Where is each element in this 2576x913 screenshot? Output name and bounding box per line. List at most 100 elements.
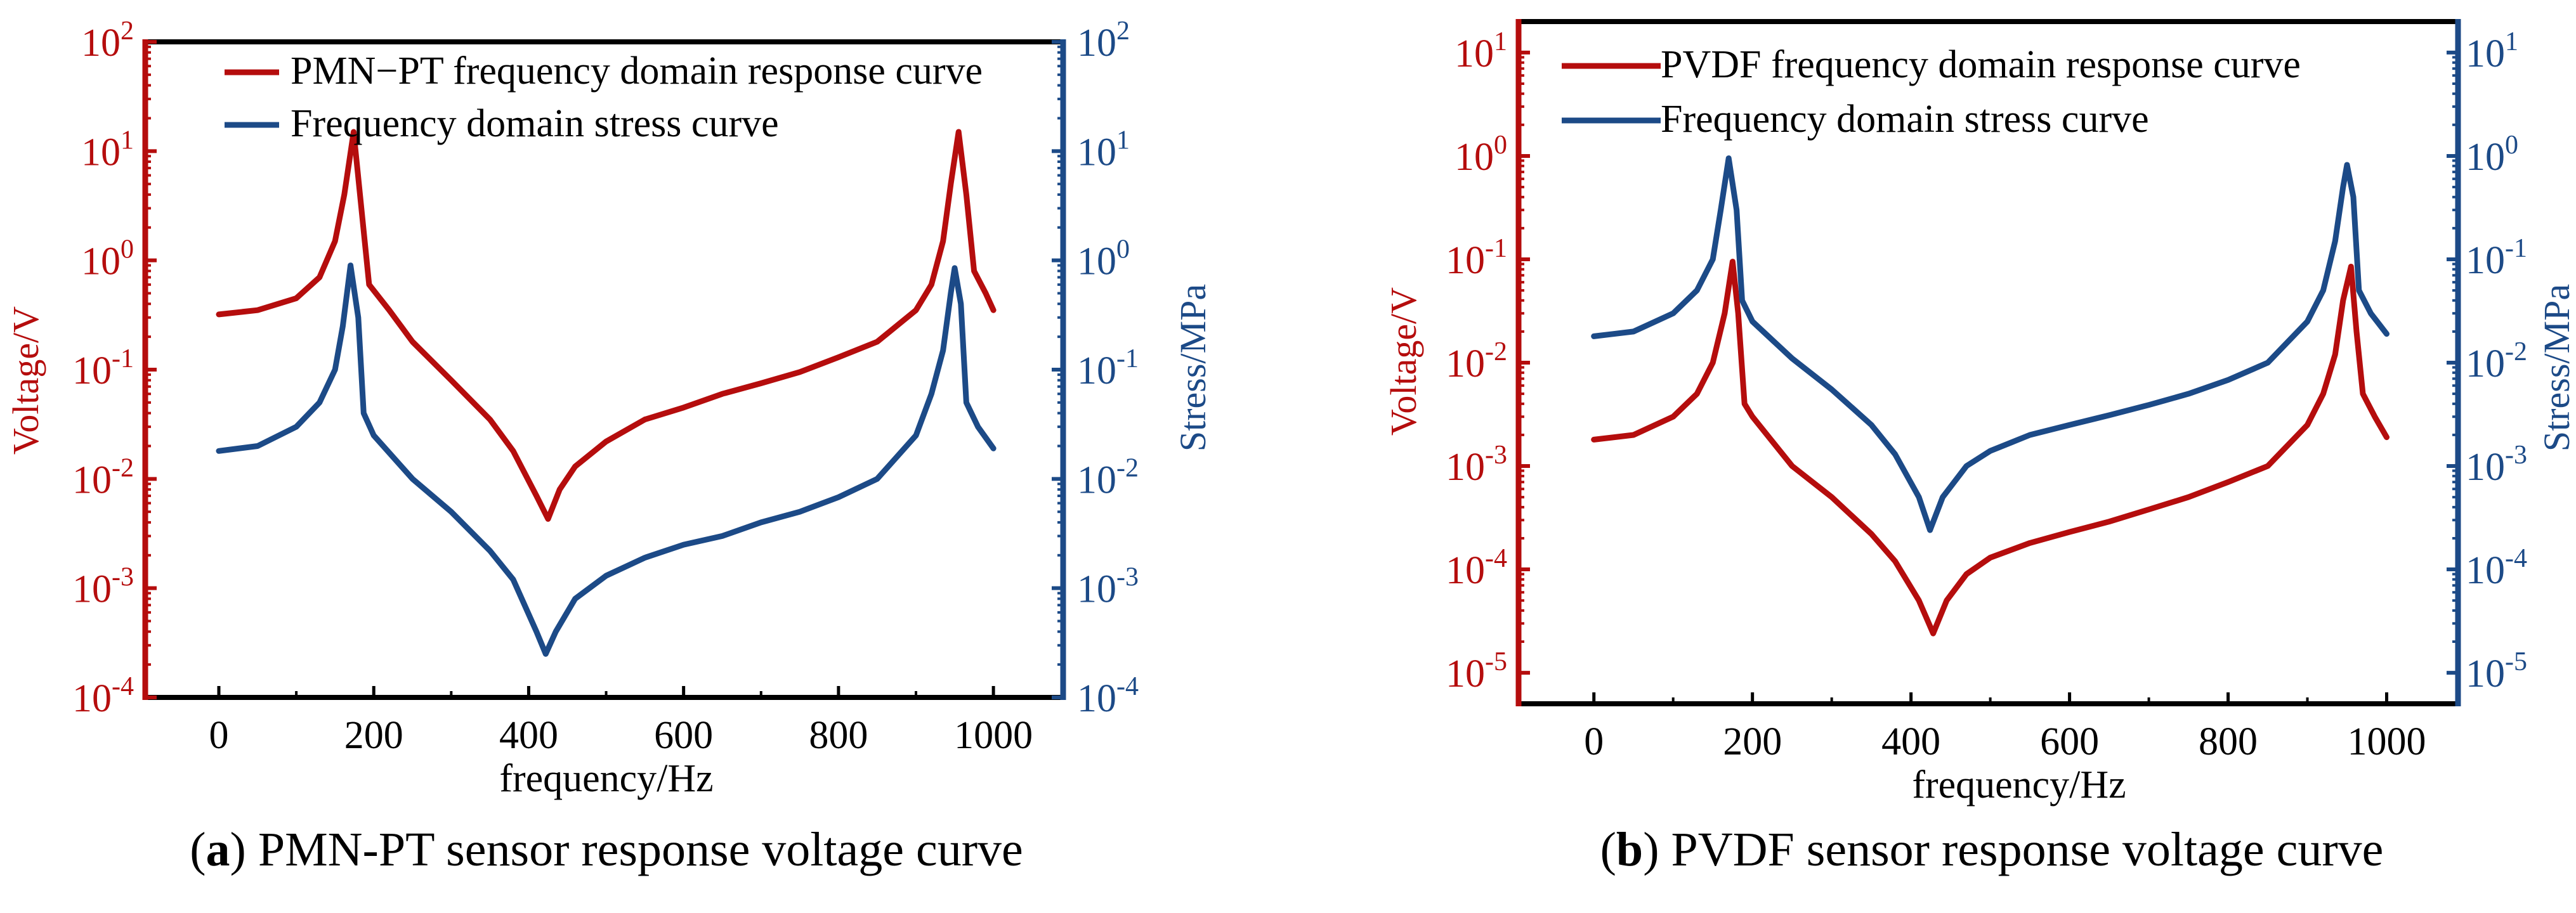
tick-exponent: 0 bbox=[1494, 131, 1507, 160]
tick-exponent: -2 bbox=[1116, 453, 1139, 482]
tick-base: 10 bbox=[72, 568, 112, 611]
x-tick-label: 800 bbox=[809, 714, 868, 757]
caption-text: ) PMN-PT sensor response voltage curve bbox=[230, 823, 1023, 876]
right-y-tick-label: 10-1 bbox=[1077, 344, 1139, 392]
tick-exponent: -5 bbox=[1485, 647, 1507, 677]
left-y-tick-label: 10-2 bbox=[1446, 337, 1507, 385]
left-y-tick-label: 100 bbox=[81, 235, 134, 283]
tick-base: 10 bbox=[1446, 652, 1485, 696]
x-tick-label: 0 bbox=[1584, 720, 1604, 763]
tick-base: 10 bbox=[1446, 342, 1485, 385]
tick-base: 10 bbox=[1077, 22, 1116, 65]
tick-base: 10 bbox=[2466, 239, 2505, 282]
tick-exponent: -4 bbox=[1485, 544, 1507, 573]
left-y-tick-label: 10-4 bbox=[72, 672, 134, 720]
tick-exponent: -1 bbox=[1116, 344, 1139, 373]
tick-exponent: 1 bbox=[1494, 27, 1507, 56]
tick-exponent: 0 bbox=[121, 235, 134, 264]
x-tick-label: 200 bbox=[1723, 720, 1782, 763]
tick-base: 10 bbox=[72, 458, 112, 502]
caption-letter: a bbox=[206, 823, 230, 876]
left-y-tick-label: 10-1 bbox=[72, 344, 134, 392]
left-y-tick-label: 101 bbox=[1455, 27, 1507, 75]
tick-exponent: 1 bbox=[121, 126, 134, 155]
left-y-tick-label: 10-5 bbox=[1446, 647, 1507, 696]
tick-base: 10 bbox=[1446, 549, 1485, 592]
tick-exponent: -1 bbox=[112, 344, 134, 373]
tick-base: 10 bbox=[2466, 446, 2505, 489]
panel-caption: (a) PMN-PT sensor response voltage curve bbox=[190, 823, 1023, 876]
tick-exponent: -3 bbox=[1485, 441, 1507, 470]
legend-label: Frequency domain stress curve bbox=[1661, 98, 2149, 141]
x-tick-label: 200 bbox=[344, 714, 403, 757]
x-axis-title: frequency/Hz bbox=[1912, 763, 2126, 806]
tick-exponent: -3 bbox=[112, 563, 134, 592]
tick-base: 10 bbox=[1455, 32, 1494, 75]
right-y-tick-label: 10-3 bbox=[2466, 441, 2527, 489]
legend-label: PMN−PT frequency domain response curve bbox=[291, 49, 983, 93]
tick-base: 10 bbox=[81, 240, 121, 283]
tick-base: 10 bbox=[1077, 677, 1116, 720]
tick-exponent: -4 bbox=[1116, 672, 1139, 701]
tick-exponent: -2 bbox=[1485, 337, 1507, 366]
caption-open: ( bbox=[1600, 823, 1616, 876]
tick-exponent: -3 bbox=[1116, 563, 1139, 592]
tick-base: 10 bbox=[81, 131, 121, 174]
tick-exponent: -2 bbox=[2505, 337, 2527, 366]
x-axis-title: frequency/Hz bbox=[499, 757, 713, 800]
tick-base: 10 bbox=[81, 22, 121, 65]
voltage-curve bbox=[216, 129, 997, 522]
left-y-tick-label: 10-1 bbox=[1446, 234, 1507, 282]
x-tick-label: 400 bbox=[1881, 720, 1940, 763]
right-y-tick-label: 10-5 bbox=[2466, 647, 2527, 696]
panel-caption: (b) PVDF sensor response voltage curve bbox=[1600, 823, 2384, 876]
caption-text: ) PVDF sensor response voltage curve bbox=[1643, 823, 2383, 876]
x-tick-label: 0 bbox=[209, 714, 229, 757]
tick-base: 10 bbox=[1455, 136, 1494, 179]
left-y-axis-title: Voltage/V bbox=[5, 306, 46, 455]
left-y-tick-label: 10-2 bbox=[72, 453, 134, 502]
left-y-tick-label: 102 bbox=[81, 16, 134, 65]
tick-base: 10 bbox=[2466, 136, 2505, 179]
voltage-curve bbox=[1591, 259, 2390, 637]
tick-base: 10 bbox=[2466, 342, 2505, 385]
tick-base: 10 bbox=[2466, 549, 2505, 592]
right-y-tick-label: 10-1 bbox=[2466, 234, 2527, 282]
tick-base: 10 bbox=[1077, 349, 1116, 392]
right-y-tick-label: 100 bbox=[2466, 131, 2518, 179]
left-y-tick-label: 100 bbox=[1455, 131, 1507, 179]
tick-base: 10 bbox=[1077, 240, 1116, 283]
right-y-axis-title: Stress/MPa bbox=[1172, 284, 1213, 451]
tick-exponent: -1 bbox=[2505, 234, 2527, 263]
tick-base: 10 bbox=[2466, 32, 2505, 75]
tick-exponent: 1 bbox=[1116, 126, 1130, 155]
tick-exponent: -1 bbox=[1485, 234, 1507, 263]
right-y-tick-label: 10-2 bbox=[2466, 337, 2527, 385]
right-y-tick-label: 10-4 bbox=[2466, 544, 2527, 592]
right-y-tick-label: 10-3 bbox=[1077, 563, 1139, 611]
stress-curve bbox=[216, 262, 997, 657]
tick-base: 10 bbox=[1077, 458, 1116, 502]
tick-base: 10 bbox=[1077, 568, 1116, 611]
tick-base: 10 bbox=[1446, 239, 1485, 282]
tick-exponent: 2 bbox=[1116, 16, 1130, 46]
tick-exponent: -4 bbox=[2505, 544, 2527, 573]
legend-label: PVDF frequency domain response curve bbox=[1661, 43, 2301, 86]
right-y-tick-label: 10-4 bbox=[1077, 672, 1139, 720]
tick-base: 10 bbox=[72, 677, 112, 720]
caption-open: ( bbox=[190, 823, 206, 876]
right-y-tick-label: 100 bbox=[1077, 235, 1130, 283]
x-tick-label: 600 bbox=[2040, 720, 2099, 763]
x-tick-label: 400 bbox=[499, 714, 558, 757]
right-y-tick-label: 101 bbox=[1077, 126, 1130, 174]
left-y-tick-label: 10-4 bbox=[1446, 544, 1507, 592]
left-y-tick-label: 10-3 bbox=[72, 563, 134, 611]
left-y-axis-title: Voltage/V bbox=[1383, 287, 1424, 436]
x-tick-label: 1000 bbox=[2348, 720, 2426, 763]
tick-exponent: -2 bbox=[112, 453, 134, 482]
x-tick-label: 800 bbox=[2199, 720, 2258, 763]
tick-exponent: -5 bbox=[2505, 647, 2527, 677]
right-y-tick-label: 101 bbox=[2466, 27, 2518, 75]
